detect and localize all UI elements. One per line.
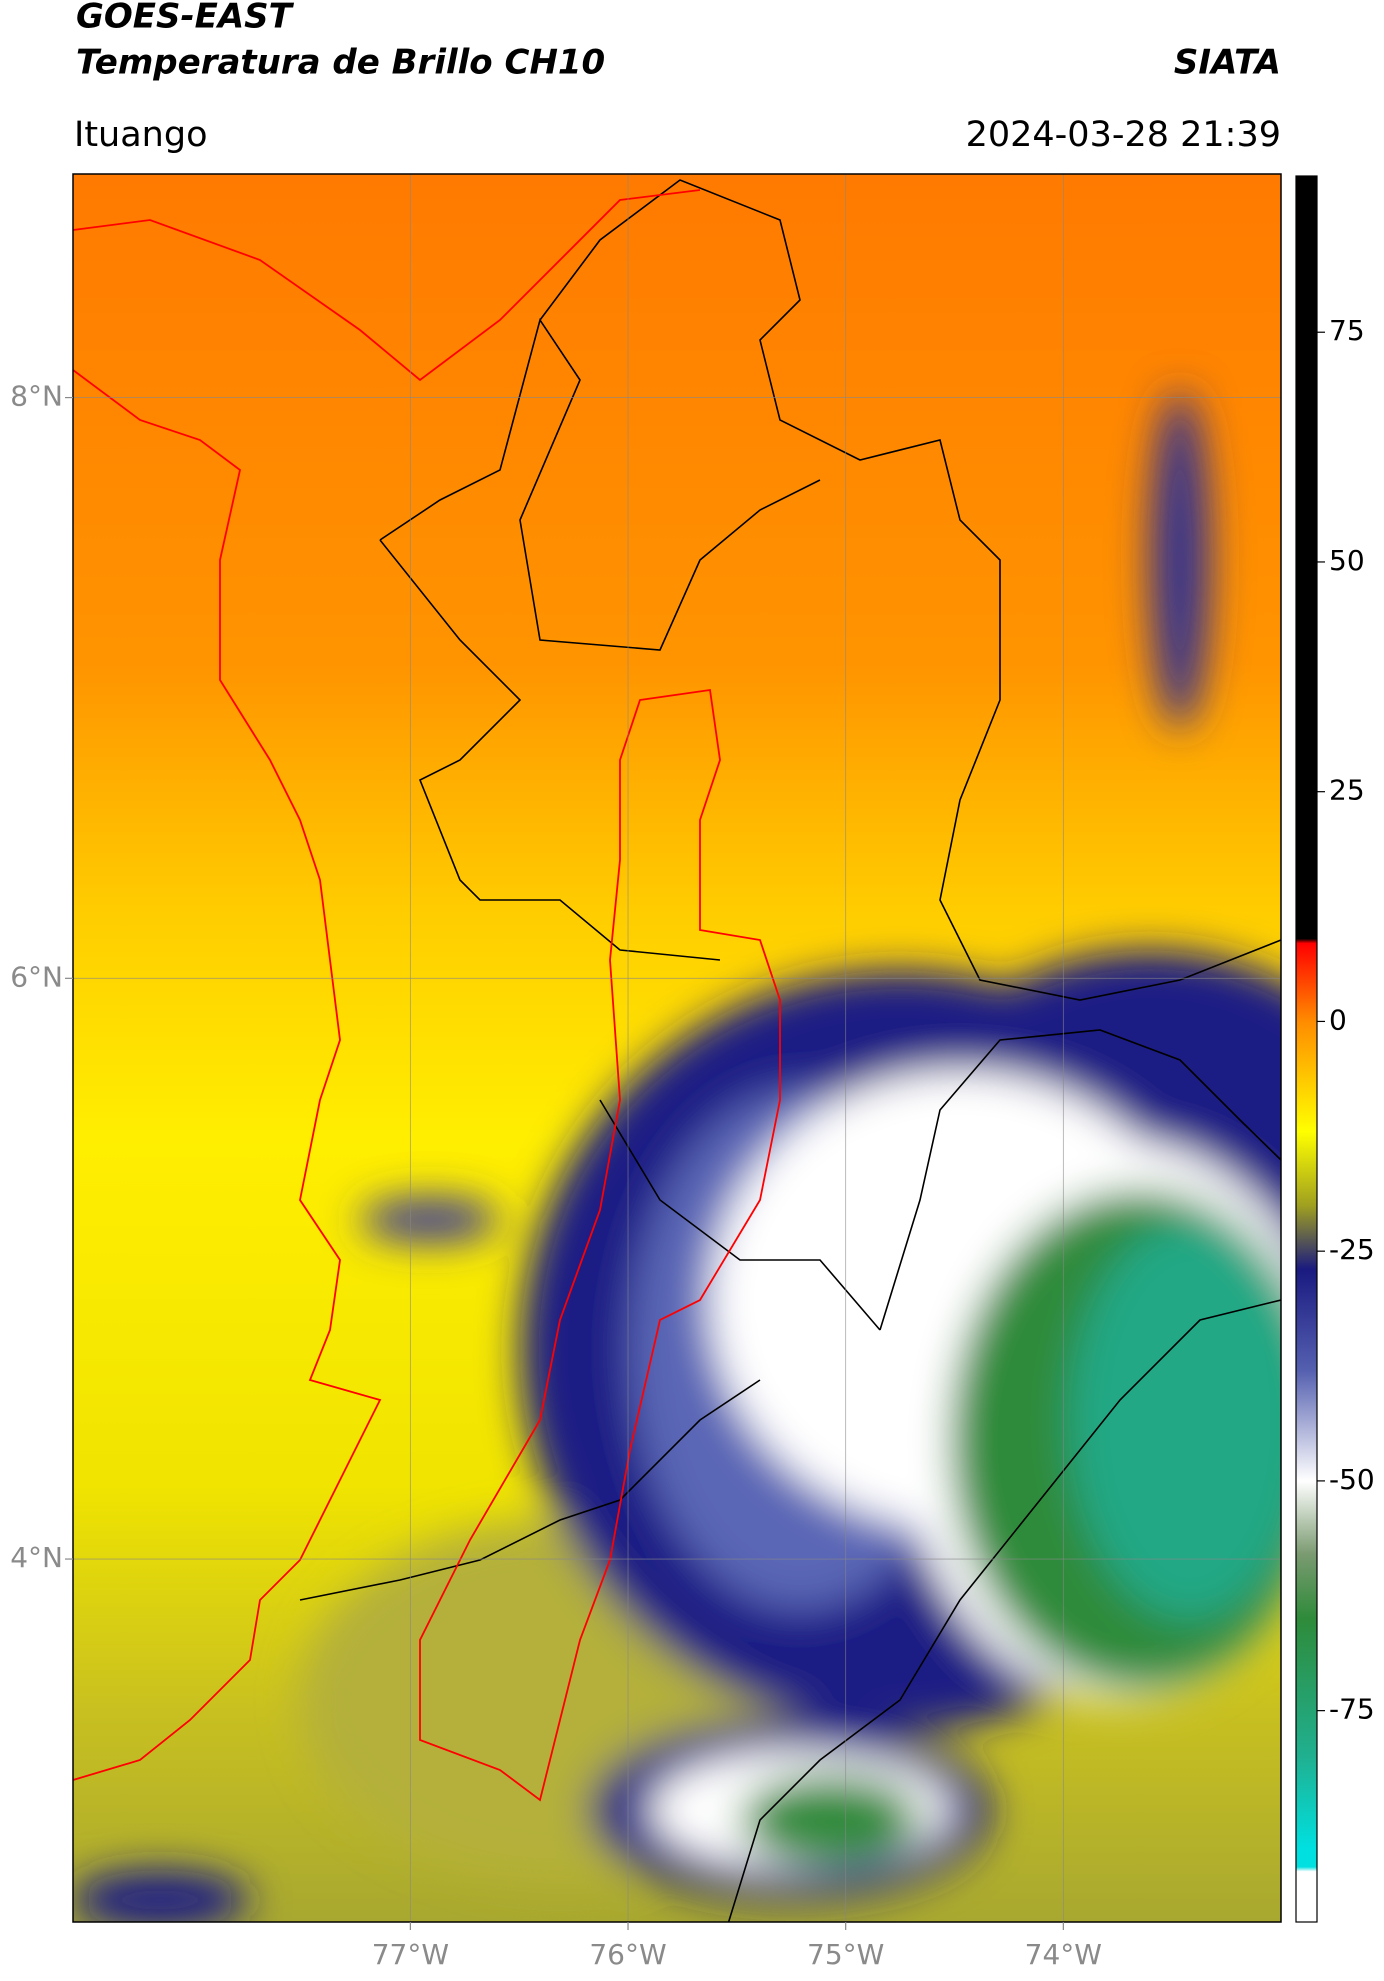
lon-label: 74°W <box>1025 1938 1102 1971</box>
colorbar: 75 50 25 0 -25 -50 -75 <box>1295 175 1375 1923</box>
colorbar-body <box>1295 175 1318 1923</box>
colorbar-tick-label: 50 <box>1329 544 1365 577</box>
lon-label: 77°W <box>372 1938 449 1971</box>
colorbar-tick-label: -75 <box>1329 1693 1375 1726</box>
admin-boundaries <box>299 179 1281 1922</box>
map-image <box>73 174 1281 1922</box>
brand: SIATA <box>1174 43 1281 83</box>
lon-label: 76°W <box>589 1938 666 1971</box>
colorbar-tick-label: 75 <box>1329 314 1365 347</box>
colorbar-tick-label: -50 <box>1329 1463 1375 1496</box>
lon-label: 75°W <box>807 1938 884 1971</box>
title: GOES-EAST <box>76 0 295 37</box>
axis-labels: 77°W 76°W 75°W 74°W 8°N 6°N 4°N <box>10 380 1102 1971</box>
lat-label: 8°N <box>10 380 63 413</box>
colorbar-tick-label: -25 <box>1329 1233 1375 1266</box>
coastline <box>73 189 781 1802</box>
lat-label: 4°N <box>10 1541 63 1574</box>
timestamp: 2024-03-28 21:39 <box>966 115 1281 155</box>
location: Ituango <box>74 115 208 155</box>
lat-label: 6°N <box>10 960 63 993</box>
graticule <box>73 174 1281 1922</box>
map-frame <box>72 173 1282 1923</box>
subtitle: Temperatura de Brillo CH10 <box>76 43 605 83</box>
colorbar-tick-label: 0 <box>1329 1003 1347 1036</box>
colorbar-tick-label: 25 <box>1329 774 1365 807</box>
cloud-field <box>73 390 1281 1922</box>
